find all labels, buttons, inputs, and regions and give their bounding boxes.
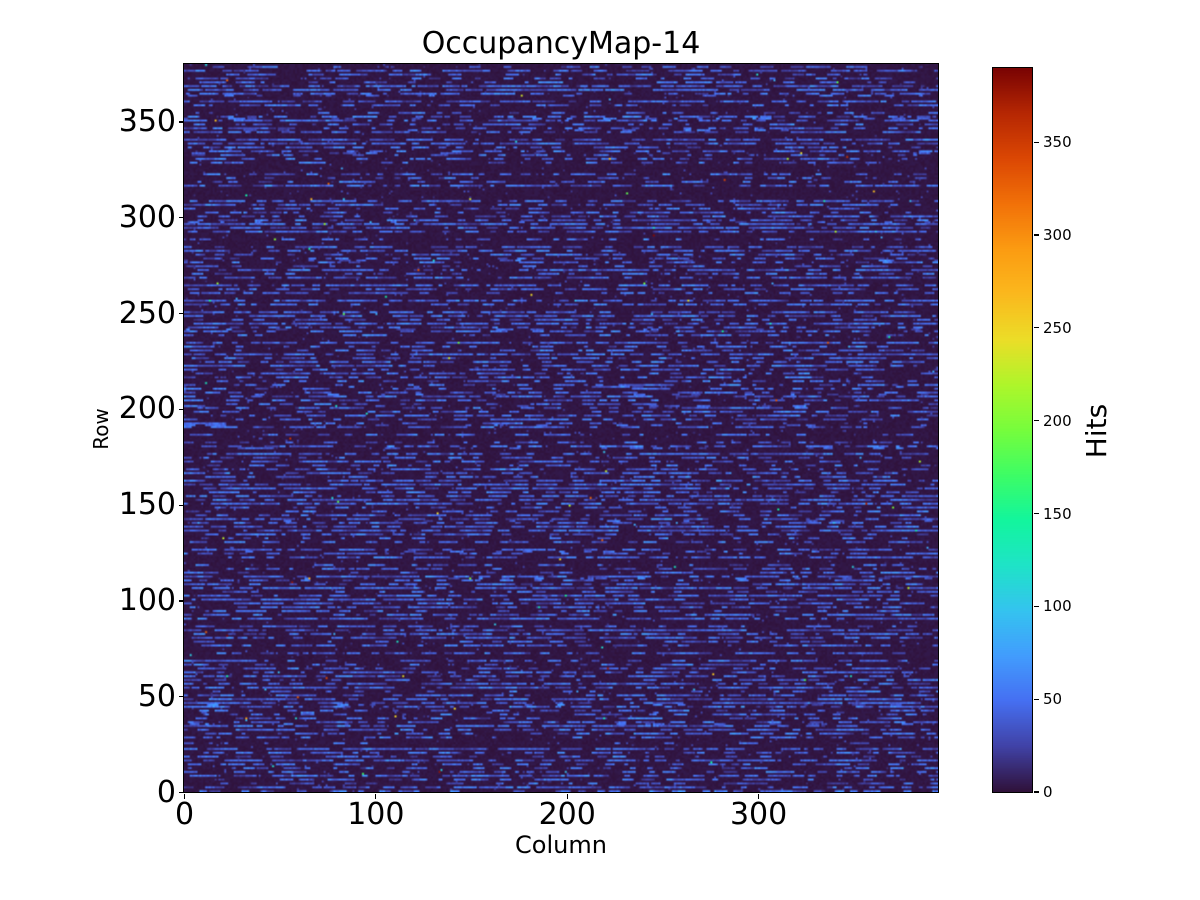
tick-mark	[178, 504, 183, 506]
heatmap-canvas	[184, 64, 938, 792]
tick-mark	[1034, 141, 1039, 143]
chart-title: OccupancyMap-14	[421, 26, 701, 61]
y-tick-label: 150	[118, 487, 176, 523]
tick-mark	[178, 600, 183, 602]
tick-mark	[1034, 234, 1039, 236]
y-tick-label: 50	[137, 678, 176, 714]
x-tick-label: 0	[174, 797, 195, 832]
tick-mark	[178, 217, 183, 219]
y-tick-label: 300	[118, 199, 176, 235]
colorbar-tick-label: 0	[1043, 783, 1053, 801]
colorbar-tick-label: 300	[1043, 226, 1072, 245]
x-tick-label: 200	[538, 797, 596, 832]
tick-mark	[375, 794, 377, 799]
x-tick-label: 100	[347, 797, 405, 832]
tick-mark	[1034, 512, 1039, 515]
tick-mark	[178, 791, 183, 794]
y-tick-label: 0	[156, 774, 176, 810]
tick-mark	[1034, 420, 1039, 422]
colorbar	[992, 66, 1033, 793]
colorbar-tick-label: 50	[1043, 690, 1063, 709]
y-tick-label: 250	[118, 295, 176, 331]
y-tick-label: 350	[118, 103, 176, 139]
x-tick-label: 300	[729, 797, 788, 832]
tick-mark	[178, 408, 183, 410]
tick-mark	[1034, 327, 1039, 329]
x-axis-label: Column	[515, 831, 607, 859]
tick-mark	[183, 794, 186, 799]
tick-mark	[566, 794, 568, 799]
tick-mark	[178, 696, 183, 698]
tick-mark	[1034, 791, 1039, 793]
tick-mark	[758, 794, 760, 799]
colorbar-tick-label: 250	[1043, 318, 1072, 337]
colorbar-tick-label: 200	[1043, 411, 1072, 430]
y-axis-label: Row	[89, 408, 113, 450]
colorbar-canvas	[993, 67, 1032, 792]
tick-mark	[1034, 698, 1039, 700]
colorbar-label: Hits	[1080, 403, 1113, 459]
colorbar-tick-label: 350	[1043, 133, 1072, 152]
tick-mark	[1034, 605, 1039, 607]
tick-mark	[178, 121, 183, 123]
colorbar-tick-label: 100	[1043, 597, 1072, 616]
heatmap-plot-area	[183, 63, 939, 793]
y-tick-label: 200	[118, 391, 176, 427]
tick-mark	[178, 312, 183, 315]
colorbar-tick-label: 150	[1043, 504, 1072, 523]
y-tick-label: 100	[118, 582, 176, 618]
